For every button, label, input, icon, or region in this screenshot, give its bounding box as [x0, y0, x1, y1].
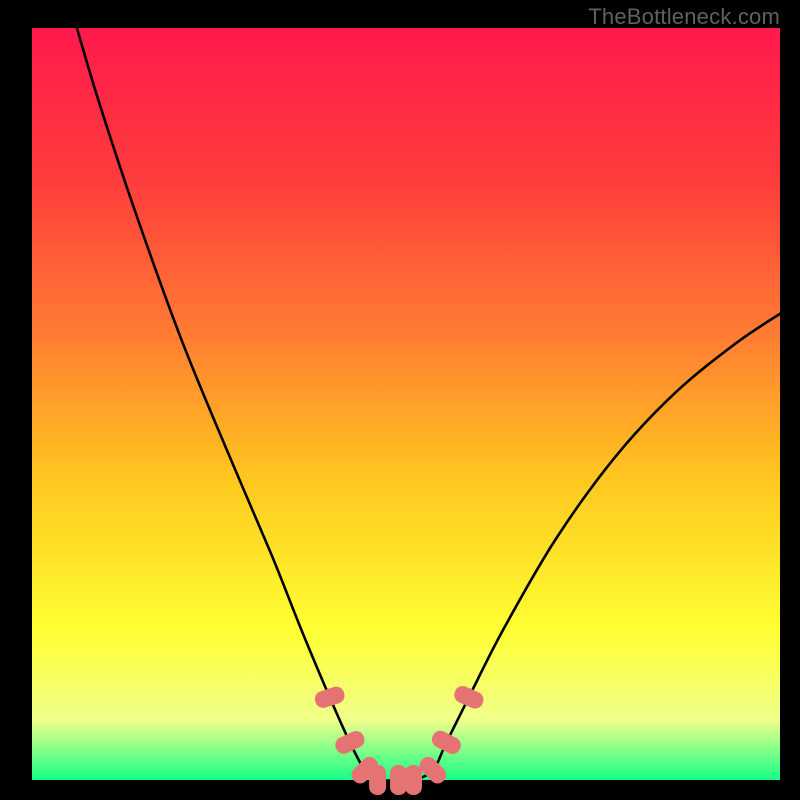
marker-3	[369, 765, 386, 795]
curve-path	[77, 28, 780, 781]
chart-root: { "meta": { "watermark_text": "TheBottle…	[0, 0, 800, 800]
marker-7	[429, 728, 463, 757]
marker-4	[390, 765, 407, 795]
marker-8	[452, 683, 486, 711]
marker-5	[405, 765, 422, 795]
marker-1	[333, 728, 367, 756]
marker-0	[313, 685, 347, 710]
chart-overlay	[0, 0, 800, 800]
